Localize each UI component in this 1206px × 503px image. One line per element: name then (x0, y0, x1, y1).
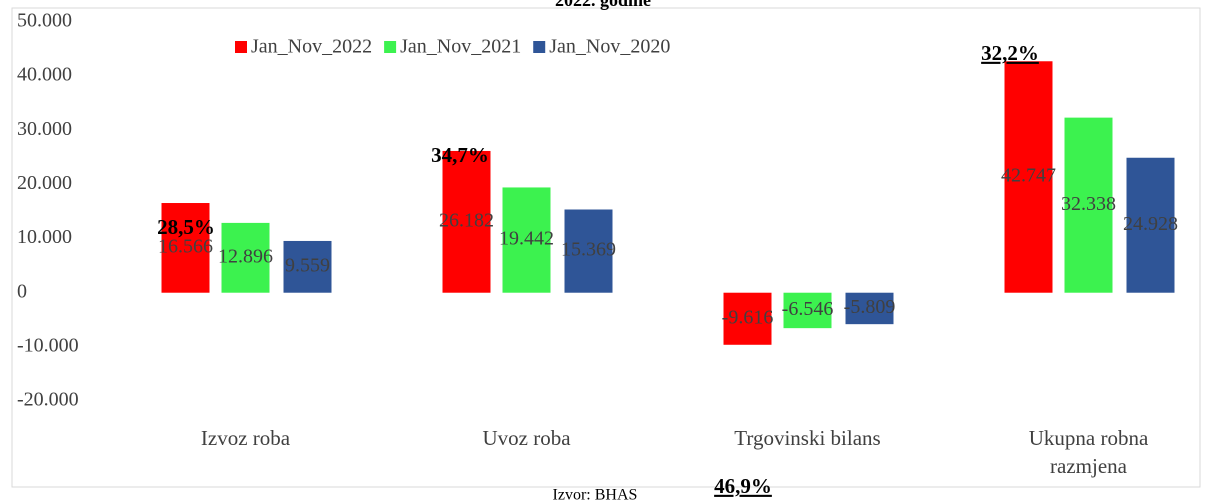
value-label: 32.338 (1061, 193, 1116, 215)
y-tick-label: 0 (17, 280, 27, 302)
legend-swatch (533, 41, 546, 53)
value-label: 19.442 (499, 228, 554, 250)
value-label: 26.182 (439, 209, 494, 231)
y-tick-label: 10.000 (17, 226, 72, 248)
chart-title: 2022. godine (555, 0, 651, 10)
x-tick-label: Ukupna robna razmjena (1028, 426, 1149, 478)
value-label: 9.559 (285, 254, 330, 276)
value-label: 16.566 (158, 235, 213, 257)
legend-swatch (384, 41, 397, 53)
bar (502, 187, 551, 293)
bar (283, 240, 332, 293)
bar (564, 209, 613, 293)
value-label: -9.616 (722, 306, 774, 328)
legend-label: Jan_Nov_2022 (251, 36, 372, 58)
value-label: -5.809 (844, 296, 896, 318)
bar (442, 150, 491, 293)
bar (1064, 117, 1113, 293)
legend-label: Jan_Nov_2020 (549, 36, 670, 58)
bar (221, 222, 270, 293)
x-tick-label: Trgovinski bilans (734, 426, 881, 450)
y-tick-label: 30.000 (17, 118, 72, 140)
value-label: 15.369 (561, 239, 616, 261)
y-tick-label: 50.000 (17, 10, 72, 32)
annotation: 34,7% (431, 143, 489, 167)
legend-swatch (235, 41, 247, 53)
y-tick-label: -20.000 (17, 389, 79, 411)
bar (161, 203, 210, 293)
value-label: 24.928 (1123, 213, 1178, 235)
bar (1126, 157, 1175, 293)
annotation: 32,2% (981, 41, 1039, 65)
y-tick-label: -10.000 (17, 334, 79, 356)
value-label: 42.747 (1001, 165, 1056, 187)
y-tick-label: 20.000 (17, 172, 72, 194)
bar (723, 292, 772, 345)
x-tick-label: Uvoz roba (482, 426, 571, 450)
value-label: 12.896 (218, 245, 273, 267)
x-tick-label: Izvoz roba (200, 426, 291, 450)
bar (1004, 61, 1053, 293)
bar (845, 292, 894, 325)
legend-label: Jan_Nov_2021 (400, 36, 521, 58)
source: Izvor: BHAS (553, 487, 638, 503)
y-tick-label: 40.000 (17, 64, 72, 86)
bar (783, 292, 832, 329)
value-label: -6.546 (782, 298, 834, 320)
chart-border (11, 7, 1201, 488)
annotation: 46,9% (714, 474, 772, 498)
annotation: 28,5% (157, 215, 215, 239)
